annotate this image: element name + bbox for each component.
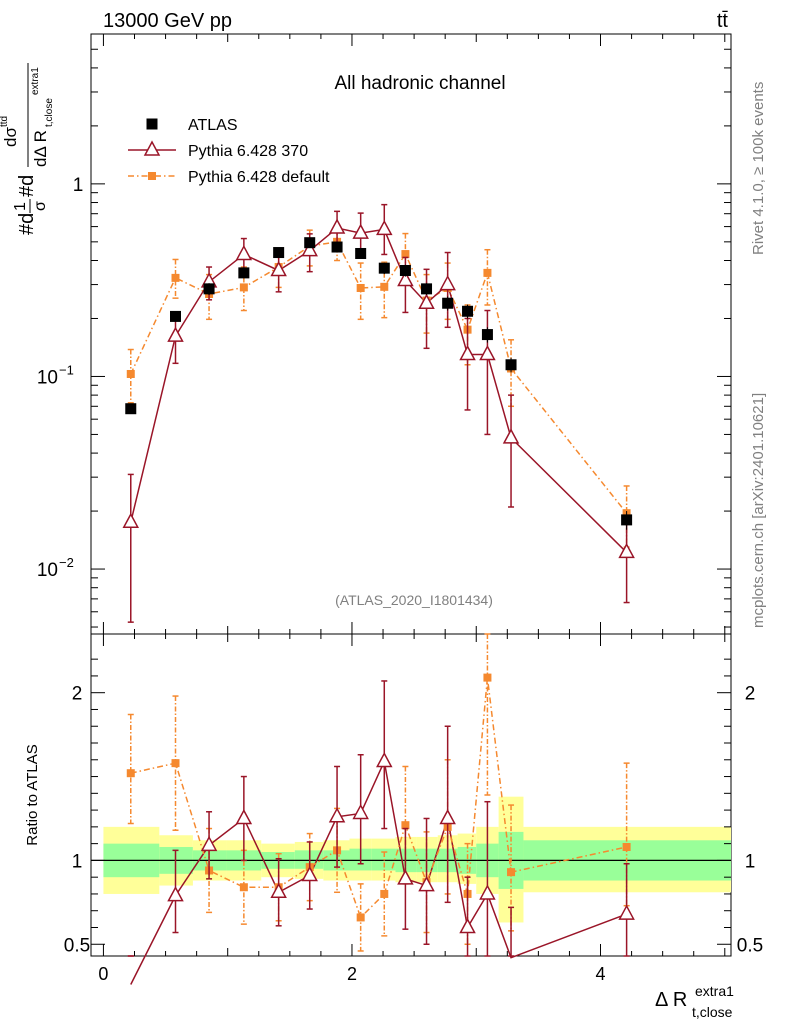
x-tick-label: 0 <box>98 964 108 984</box>
svg-text:σ: σ <box>32 201 49 211</box>
legend: ATLAS Pythia 6.428 370 Pythia 6.428 defaul… <box>128 117 330 186</box>
data-point <box>239 283 248 292</box>
data-point <box>126 369 135 378</box>
data-point <box>401 250 410 259</box>
y-tick-label: 1 <box>73 175 84 196</box>
main-axes: 10 −210 −11 <box>37 33 731 956</box>
ratio-point <box>301 865 318 882</box>
data-point <box>356 283 365 292</box>
x-axis-label: Δ R extra1 t,close <box>655 983 734 1020</box>
ratio-point <box>356 913 365 922</box>
ratio-y-tick-label: 0.5 <box>64 935 90 956</box>
rivet-label: Rivet 4.1.0, ≥ 100k events <box>750 82 767 255</box>
x-axis-label-base: Δ R <box>655 989 687 1011</box>
svg-text:extra1: extra1 <box>30 67 41 95</box>
data-point <box>270 260 287 277</box>
ratio-plot-frame <box>90 633 732 957</box>
legend-marker <box>143 140 161 156</box>
y-tick-label: 10 <box>37 367 58 388</box>
ratio-y-tick-label-right: 0.5 <box>737 935 763 956</box>
svg-text:#d: #d <box>16 175 38 197</box>
main-y-axis-label: #d 1 σ #d dσ ttd dΔ R t,close extra1 <box>0 63 55 235</box>
source-label: mcplots.cern.ch [arXiv:2401.10621] <box>750 393 767 628</box>
data-point <box>397 270 414 287</box>
ratio-y-axis-label: Ratio to ATLAS <box>24 744 41 845</box>
ratio-axes: 0 2 4 0.5 0.5 1 1 2 2 <box>64 658 763 984</box>
energy-label: 13000 GeV pp <box>103 10 232 32</box>
x-axis-label-sub: t,close <box>692 1004 733 1020</box>
ratio-point <box>459 917 476 934</box>
data-point <box>352 223 369 239</box>
ratio-line-1 <box>130 677 627 919</box>
data-point <box>483 268 492 277</box>
ratio-point <box>618 904 635 920</box>
ratio-point <box>235 808 253 825</box>
ratio-point <box>507 868 516 877</box>
y-tick-label-exponent: −1 <box>59 362 74 377</box>
ratio-point <box>270 882 287 899</box>
data-point <box>235 244 253 261</box>
ratio-line-0 <box>130 758 627 985</box>
data-point <box>502 428 520 444</box>
ratio-y-tick-label: 2 <box>72 684 83 705</box>
ratio-point <box>167 886 184 902</box>
data-point <box>418 293 435 309</box>
ratio-uncertainty-bands <box>91 796 731 923</box>
data-point <box>459 344 476 361</box>
legend-label: Pythia 6.428 370 <box>188 143 308 160</box>
ratio-point <box>352 803 369 820</box>
main-plot-frame <box>90 33 732 635</box>
data-point <box>122 512 140 528</box>
analysis-label: (ATLAS_2020_I1801434) <box>335 592 493 608</box>
ratio-y-tick-label-right: 2 <box>745 684 756 705</box>
ratio-point <box>328 807 346 823</box>
main-series-layer <box>122 203 635 623</box>
ratio-point <box>483 673 492 682</box>
svg-text:dσ: dσ <box>1 127 20 147</box>
data-point <box>171 273 180 282</box>
ratio-point <box>239 883 248 892</box>
ratio-series-layer <box>126 633 635 985</box>
ratio-point <box>200 835 218 852</box>
y-tick-label-exponent: −2 <box>59 555 74 570</box>
x-tick-label: 2 <box>347 964 357 984</box>
ratio-point <box>126 769 135 778</box>
data-point <box>376 219 393 236</box>
data-point <box>328 218 346 234</box>
svg-text:t,close: t,close <box>44 98 55 127</box>
chart-title: All hadronic channel <box>334 73 505 94</box>
ratio-point <box>418 875 435 892</box>
x-axis-label-sup: extra1 <box>695 983 734 999</box>
data-point <box>479 344 496 361</box>
ratio-point <box>401 821 410 830</box>
legend-label: ATLAS <box>188 117 238 134</box>
series-line-2 <box>130 241 628 514</box>
legend-marker <box>148 172 156 180</box>
data-point <box>439 274 456 291</box>
ratio-point <box>397 869 414 885</box>
data-point <box>167 326 184 342</box>
ratio-point <box>439 808 456 825</box>
process-label: tt̄ <box>717 10 729 32</box>
legend-label: Pythia 6.428 default <box>188 169 330 186</box>
ratio-point <box>376 751 393 768</box>
ratio-point <box>171 759 180 768</box>
x-tick-label: 4 <box>596 964 606 984</box>
data-point <box>380 282 389 291</box>
svg-text:dΔ R: dΔ R <box>31 130 50 167</box>
svg-text:1: 1 <box>12 202 29 211</box>
legend-marker <box>146 118 158 130</box>
ratio-point <box>479 884 496 900</box>
ratio-point <box>380 889 389 898</box>
svg-text:ttd: ttd <box>0 116 10 127</box>
ratio-y-tick-label: 1 <box>72 851 83 872</box>
ratio-y-tick-label-right: 1 <box>745 851 756 872</box>
data-point <box>301 241 318 257</box>
y-tick-label: 10 <box>37 560 58 581</box>
svg-text:#d: #d <box>16 213 38 235</box>
series-line-1 <box>130 227 628 553</box>
data-point <box>618 542 635 559</box>
ratio-point <box>622 842 631 851</box>
